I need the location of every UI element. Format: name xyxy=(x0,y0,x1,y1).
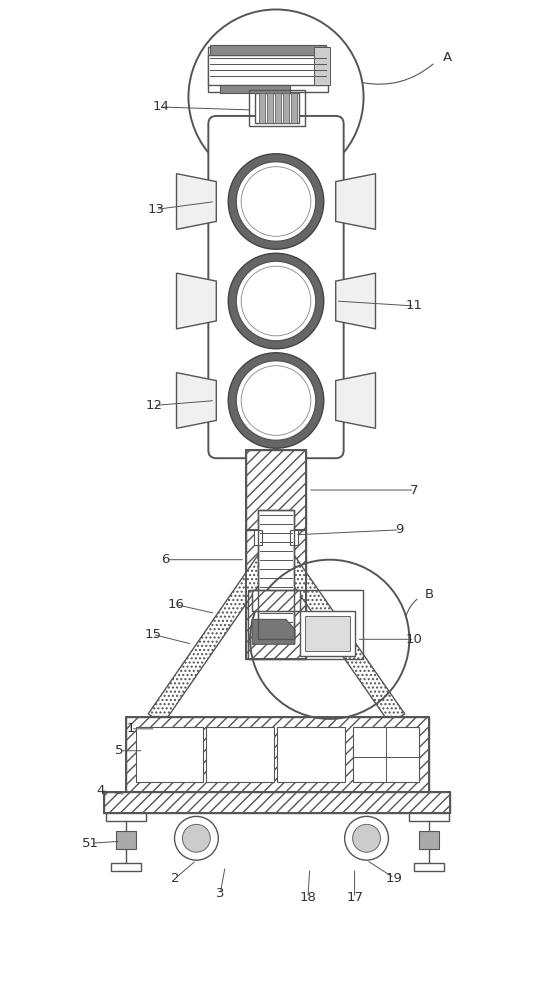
Bar xyxy=(246,530,306,659)
Bar xyxy=(267,93,273,123)
Bar xyxy=(255,93,299,123)
Bar xyxy=(220,85,290,93)
Bar xyxy=(409,813,449,821)
Bar xyxy=(291,93,297,123)
Circle shape xyxy=(241,167,311,236)
Circle shape xyxy=(345,816,388,860)
Bar xyxy=(246,450,306,530)
Circle shape xyxy=(175,816,218,860)
Circle shape xyxy=(228,253,324,349)
Bar xyxy=(305,616,349,651)
Circle shape xyxy=(236,361,316,440)
Text: B: B xyxy=(425,588,434,601)
Polygon shape xyxy=(176,273,216,329)
Bar xyxy=(104,792,450,813)
Circle shape xyxy=(241,366,311,435)
Circle shape xyxy=(353,824,380,852)
Bar xyxy=(314,47,330,85)
Bar xyxy=(106,813,145,821)
Bar xyxy=(208,47,328,92)
Circle shape xyxy=(236,162,316,241)
Bar xyxy=(419,831,439,849)
Text: 5: 5 xyxy=(114,744,123,757)
Bar xyxy=(283,93,289,123)
Text: 1: 1 xyxy=(127,722,135,735)
Bar xyxy=(208,55,328,85)
Polygon shape xyxy=(252,619,295,644)
Bar xyxy=(300,611,354,656)
Circle shape xyxy=(228,353,324,448)
Bar xyxy=(249,90,305,126)
Bar xyxy=(258,510,294,639)
Polygon shape xyxy=(336,273,375,329)
Text: 12: 12 xyxy=(145,399,162,412)
Text: 2: 2 xyxy=(171,872,180,885)
Bar xyxy=(135,727,204,782)
Bar xyxy=(414,863,444,871)
Text: 14: 14 xyxy=(152,100,169,113)
Bar xyxy=(275,93,281,123)
Bar xyxy=(206,727,274,782)
Text: 18: 18 xyxy=(299,891,316,904)
Polygon shape xyxy=(148,540,283,724)
Text: 9: 9 xyxy=(395,523,404,536)
Text: 3: 3 xyxy=(216,887,225,900)
Bar xyxy=(104,792,450,813)
Text: 17: 17 xyxy=(346,891,363,904)
Text: 10: 10 xyxy=(406,633,422,646)
Polygon shape xyxy=(336,373,375,428)
Text: 11: 11 xyxy=(406,299,423,312)
Text: 13: 13 xyxy=(147,203,164,216)
Text: 19: 19 xyxy=(386,872,403,885)
Bar xyxy=(290,530,298,545)
Polygon shape xyxy=(336,174,375,229)
Circle shape xyxy=(182,824,210,852)
Bar xyxy=(111,863,140,871)
Polygon shape xyxy=(269,540,405,724)
Bar xyxy=(254,530,262,545)
Text: 51: 51 xyxy=(82,837,100,850)
Text: 16: 16 xyxy=(167,598,184,611)
Text: 7: 7 xyxy=(410,484,419,497)
Circle shape xyxy=(236,261,316,341)
Bar xyxy=(277,727,345,782)
Bar xyxy=(210,45,326,55)
Bar xyxy=(126,717,429,792)
Bar xyxy=(353,727,419,782)
Polygon shape xyxy=(176,174,216,229)
Bar xyxy=(246,530,306,659)
Text: 6: 6 xyxy=(161,553,170,566)
Bar xyxy=(116,831,135,849)
FancyBboxPatch shape xyxy=(208,116,343,458)
Polygon shape xyxy=(176,373,216,428)
Bar xyxy=(259,93,265,123)
Bar xyxy=(252,590,300,611)
Text: A: A xyxy=(442,51,452,64)
Bar xyxy=(246,450,306,530)
Text: 15: 15 xyxy=(144,628,161,641)
Circle shape xyxy=(241,266,311,336)
Text: 4: 4 xyxy=(97,784,105,797)
Circle shape xyxy=(189,9,363,185)
Bar xyxy=(248,590,363,659)
Bar xyxy=(258,510,294,639)
Bar xyxy=(126,717,429,792)
Circle shape xyxy=(228,154,324,249)
Bar xyxy=(252,590,300,611)
